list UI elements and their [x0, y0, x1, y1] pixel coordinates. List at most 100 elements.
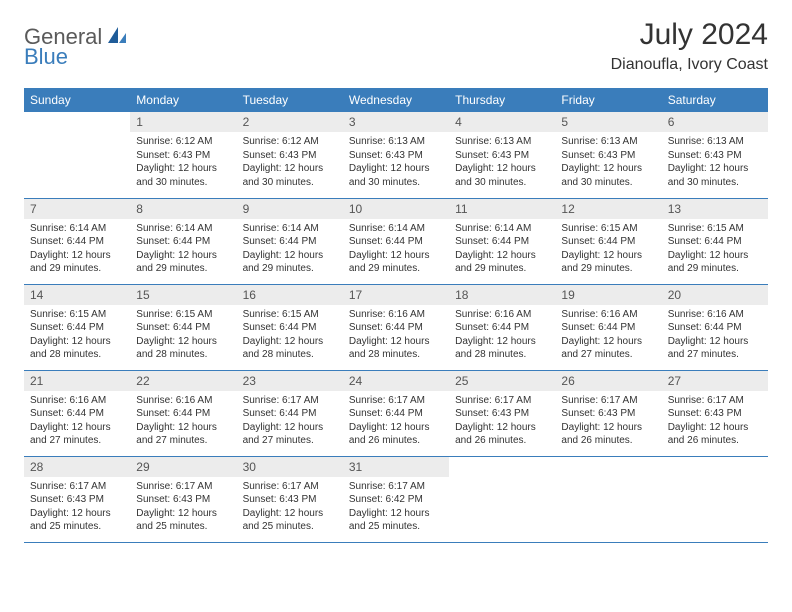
calendar-cell: 2Sunrise: 6:12 AMSunset: 6:43 PMDaylight…: [237, 112, 343, 198]
calendar-cell: 20Sunrise: 6:16 AMSunset: 6:44 PMDayligh…: [662, 284, 768, 370]
sunrise-line: Sunrise: 6:17 AM: [668, 394, 762, 408]
calendar-cell: 3Sunrise: 6:13 AMSunset: 6:43 PMDaylight…: [343, 112, 449, 198]
day-body: Sunrise: 6:17 AMSunset: 6:43 PMDaylight:…: [237, 477, 343, 540]
day-number: 9: [237, 199, 343, 219]
day-body: Sunrise: 6:17 AMSunset: 6:43 PMDaylight:…: [130, 477, 236, 540]
calendar-cell: 19Sunrise: 6:16 AMSunset: 6:44 PMDayligh…: [555, 284, 661, 370]
day-body: Sunrise: 6:13 AMSunset: 6:43 PMDaylight:…: [555, 132, 661, 195]
day-body: Sunrise: 6:15 AMSunset: 6:44 PMDaylight:…: [130, 305, 236, 368]
day-number: 26: [555, 371, 661, 391]
page-title: July 2024: [611, 18, 768, 52]
sunrise-line: Sunrise: 6:16 AM: [30, 394, 124, 408]
sunset-line: Sunset: 6:43 PM: [136, 149, 230, 163]
daylight-line: Daylight: 12 hours and 28 minutes.: [455, 335, 549, 362]
calendar-cell: 30Sunrise: 6:17 AMSunset: 6:43 PMDayligh…: [237, 456, 343, 542]
daylight-line: Daylight: 12 hours and 30 minutes.: [455, 162, 549, 189]
weekday-header: Friday: [555, 88, 661, 112]
calendar-row: 1Sunrise: 6:12 AMSunset: 6:43 PMDaylight…: [24, 112, 768, 198]
sunrise-line: Sunrise: 6:17 AM: [561, 394, 655, 408]
day-number: 24: [343, 371, 449, 391]
daylight-line: Daylight: 12 hours and 27 minutes.: [30, 421, 124, 448]
day-number: 17: [343, 285, 449, 305]
brand-sail-icon: [106, 25, 128, 50]
sunset-line: Sunset: 6:43 PM: [455, 407, 549, 421]
day-number: 30: [237, 457, 343, 477]
day-body: Sunrise: 6:16 AMSunset: 6:44 PMDaylight:…: [343, 305, 449, 368]
calendar-cell: 23Sunrise: 6:17 AMSunset: 6:44 PMDayligh…: [237, 370, 343, 456]
day-number: 29: [130, 457, 236, 477]
sunrise-line: Sunrise: 6:17 AM: [136, 480, 230, 494]
calendar-row: 7Sunrise: 6:14 AMSunset: 6:44 PMDaylight…: [24, 198, 768, 284]
day-body: Sunrise: 6:14 AMSunset: 6:44 PMDaylight:…: [449, 219, 555, 282]
sunrise-line: Sunrise: 6:16 AM: [455, 308, 549, 322]
day-number: 21: [24, 371, 130, 391]
day-number: 14: [24, 285, 130, 305]
calendar-body: 1Sunrise: 6:12 AMSunset: 6:43 PMDaylight…: [24, 112, 768, 542]
daylight-line: Daylight: 12 hours and 29 minutes.: [455, 249, 549, 276]
calendar-cell: 14Sunrise: 6:15 AMSunset: 6:44 PMDayligh…: [24, 284, 130, 370]
day-body: Sunrise: 6:14 AMSunset: 6:44 PMDaylight:…: [343, 219, 449, 282]
calendar-row: 14Sunrise: 6:15 AMSunset: 6:44 PMDayligh…: [24, 284, 768, 370]
day-body: Sunrise: 6:16 AMSunset: 6:44 PMDaylight:…: [449, 305, 555, 368]
calendar-row: 28Sunrise: 6:17 AMSunset: 6:43 PMDayligh…: [24, 456, 768, 542]
daylight-line: Daylight: 12 hours and 29 minutes.: [243, 249, 337, 276]
calendar-cell: 4Sunrise: 6:13 AMSunset: 6:43 PMDaylight…: [449, 112, 555, 198]
sunrise-line: Sunrise: 6:17 AM: [243, 394, 337, 408]
day-body: Sunrise: 6:17 AMSunset: 6:43 PMDaylight:…: [449, 391, 555, 454]
weekday-header: Monday: [130, 88, 236, 112]
day-body: Sunrise: 6:15 AMSunset: 6:44 PMDaylight:…: [662, 219, 768, 282]
daylight-line: Daylight: 12 hours and 29 minutes.: [668, 249, 762, 276]
day-number: 28: [24, 457, 130, 477]
sunrise-line: Sunrise: 6:16 AM: [136, 394, 230, 408]
daylight-line: Daylight: 12 hours and 28 minutes.: [349, 335, 443, 362]
calendar-cell: 1Sunrise: 6:12 AMSunset: 6:43 PMDaylight…: [130, 112, 236, 198]
day-body: Sunrise: 6:16 AMSunset: 6:44 PMDaylight:…: [555, 305, 661, 368]
sunset-line: Sunset: 6:43 PM: [30, 493, 124, 507]
day-number: 8: [130, 199, 236, 219]
day-number: 15: [130, 285, 236, 305]
brand-part2: Blue: [24, 44, 68, 69]
calendar-cell: 25Sunrise: 6:17 AMSunset: 6:43 PMDayligh…: [449, 370, 555, 456]
day-number: 25: [449, 371, 555, 391]
sunrise-line: Sunrise: 6:15 AM: [561, 222, 655, 236]
weekday-header: Saturday: [662, 88, 768, 112]
sunrise-line: Sunrise: 6:14 AM: [455, 222, 549, 236]
sunrise-line: Sunrise: 6:14 AM: [349, 222, 443, 236]
day-body: Sunrise: 6:17 AMSunset: 6:44 PMDaylight:…: [343, 391, 449, 454]
sunrise-line: Sunrise: 6:17 AM: [349, 394, 443, 408]
day-body: Sunrise: 6:14 AMSunset: 6:44 PMDaylight:…: [24, 219, 130, 282]
day-number: 19: [555, 285, 661, 305]
weekday-header: Tuesday: [237, 88, 343, 112]
calendar-cell: 31Sunrise: 6:17 AMSunset: 6:42 PMDayligh…: [343, 456, 449, 542]
calendar-cell: 12Sunrise: 6:15 AMSunset: 6:44 PMDayligh…: [555, 198, 661, 284]
sunrise-line: Sunrise: 6:17 AM: [30, 480, 124, 494]
sunset-line: Sunset: 6:44 PM: [30, 321, 124, 335]
day-number: 11: [449, 199, 555, 219]
day-body: Sunrise: 6:16 AMSunset: 6:44 PMDaylight:…: [130, 391, 236, 454]
sunrise-line: Sunrise: 6:13 AM: [668, 135, 762, 149]
day-number: 20: [662, 285, 768, 305]
sunset-line: Sunset: 6:44 PM: [349, 321, 443, 335]
sunset-line: Sunset: 6:44 PM: [455, 321, 549, 335]
calendar-cell: 5Sunrise: 6:13 AMSunset: 6:43 PMDaylight…: [555, 112, 661, 198]
calendar-cell: 17Sunrise: 6:16 AMSunset: 6:44 PMDayligh…: [343, 284, 449, 370]
daylight-line: Daylight: 12 hours and 27 minutes.: [561, 335, 655, 362]
brand-part2-wrap: Blue: [24, 44, 68, 70]
day-body: Sunrise: 6:13 AMSunset: 6:43 PMDaylight:…: [662, 132, 768, 195]
sunset-line: Sunset: 6:44 PM: [349, 235, 443, 249]
calendar-head: SundayMondayTuesdayWednesdayThursdayFrid…: [24, 88, 768, 112]
calendar-cell: 29Sunrise: 6:17 AMSunset: 6:43 PMDayligh…: [130, 456, 236, 542]
page-header: General July 2024 Dianoufla, Ivory Coast: [24, 18, 768, 74]
sunset-line: Sunset: 6:44 PM: [243, 235, 337, 249]
sunrise-line: Sunrise: 6:12 AM: [136, 135, 230, 149]
sunset-line: Sunset: 6:43 PM: [668, 407, 762, 421]
sunrise-line: Sunrise: 6:17 AM: [349, 480, 443, 494]
sunset-line: Sunset: 6:44 PM: [455, 235, 549, 249]
calendar-cell: 28Sunrise: 6:17 AMSunset: 6:43 PMDayligh…: [24, 456, 130, 542]
page-subtitle: Dianoufla, Ivory Coast: [611, 56, 768, 74]
sunset-line: Sunset: 6:43 PM: [455, 149, 549, 163]
sunset-line: Sunset: 6:43 PM: [561, 407, 655, 421]
day-body: Sunrise: 6:12 AMSunset: 6:43 PMDaylight:…: [130, 132, 236, 195]
calendar-cell: 7Sunrise: 6:14 AMSunset: 6:44 PMDaylight…: [24, 198, 130, 284]
daylight-line: Daylight: 12 hours and 28 minutes.: [30, 335, 124, 362]
